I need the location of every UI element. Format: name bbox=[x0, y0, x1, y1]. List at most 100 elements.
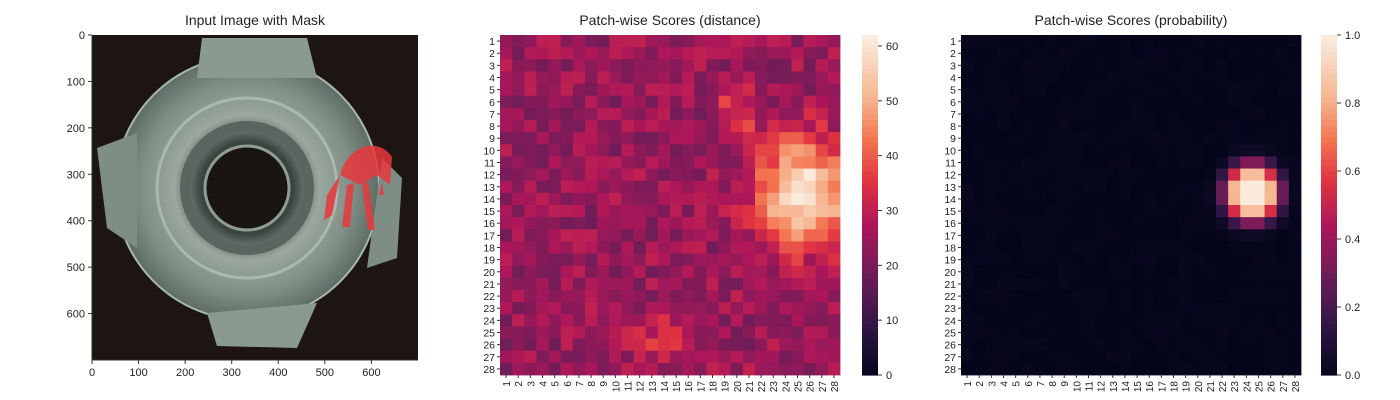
distance-heatmap-cell bbox=[718, 350, 732, 364]
distance-heatmap-cell bbox=[548, 265, 562, 279]
probability-heatmap-cell bbox=[1240, 265, 1253, 279]
distance-heatmap-cell bbox=[815, 83, 829, 97]
distance-heatmap-cell bbox=[791, 338, 804, 352]
probability-heatmap-cell bbox=[1033, 350, 1047, 364]
distance-heatmap-cell bbox=[585, 338, 598, 352]
probability-heatmap-cell bbox=[1082, 217, 1095, 230]
distance-heatmap-cell bbox=[827, 83, 841, 97]
distance-heatmap-cell bbox=[621, 120, 634, 133]
probability-heatmap-cell bbox=[1058, 168, 1071, 182]
distance-heatmap-cell bbox=[500, 338, 513, 352]
distance-heatmap-cell bbox=[500, 241, 513, 254]
probability-heatmap-cell bbox=[1046, 277, 1059, 291]
probability-heatmap-cell bbox=[1094, 95, 1108, 109]
probability-heatmap-cell bbox=[1264, 120, 1278, 133]
distance-heatmap-cell bbox=[524, 168, 537, 182]
probability-heatmap-cell bbox=[1033, 180, 1047, 194]
probability-heatmap-cell bbox=[1179, 217, 1193, 230]
probability-y-tick-label: 10 bbox=[944, 145, 956, 157]
probability-heatmap-cell bbox=[1118, 83, 1132, 97]
distance-heatmap-cell bbox=[657, 350, 671, 364]
probability-heatmap-cell bbox=[1046, 132, 1059, 145]
distance-heatmap-cell bbox=[585, 205, 598, 218]
probability-heatmap-cell bbox=[1106, 217, 1120, 230]
distance-heatmap-cell bbox=[500, 168, 513, 182]
distance-heatmap-cell bbox=[730, 120, 744, 133]
distance-heatmap-cell bbox=[500, 120, 513, 133]
probability-x-tick-label: 20 bbox=[1194, 381, 1205, 393]
probability-heatmap-cell bbox=[1009, 217, 1023, 230]
distance-heatmap-cell bbox=[718, 83, 732, 97]
probability-heatmap-cell bbox=[1203, 290, 1217, 303]
probability-heatmap-cell bbox=[1058, 314, 1071, 327]
probability-heatmap-cell bbox=[997, 326, 1010, 339]
distance-heatmap-cell bbox=[815, 132, 829, 145]
distance-heatmap-cell bbox=[682, 95, 695, 109]
distance-heatmap-cell bbox=[742, 338, 756, 352]
distance-colorbar-segment bbox=[862, 63, 878, 70]
distance-heatmap-cell bbox=[803, 95, 817, 109]
distance-heatmap-cell bbox=[657, 59, 671, 72]
distance-y-tick-label: 2 bbox=[489, 48, 495, 60]
distance-heatmap-cell bbox=[609, 71, 622, 84]
distance-heatmap-cell bbox=[755, 326, 768, 339]
distance-heatmap-cell bbox=[536, 120, 549, 133]
distance-colorbar-segment bbox=[862, 40, 878, 47]
distance-heatmap-cell bbox=[718, 314, 732, 327]
distance-heatmap-cell bbox=[524, 350, 537, 364]
distance-heatmap-cell bbox=[633, 144, 647, 157]
probability-x-tick-label: 3 bbox=[987, 381, 998, 387]
probability-heatmap-cell bbox=[985, 132, 998, 145]
probability-heatmap-cell bbox=[1143, 350, 1156, 364]
distance-heatmap-cell bbox=[791, 265, 804, 279]
probability-heatmap-cell bbox=[1288, 47, 1302, 60]
probability-heatmap-cell bbox=[1240, 107, 1253, 121]
distance-heatmap-cell bbox=[791, 180, 804, 194]
probability-heatmap-cell bbox=[1264, 229, 1278, 242]
probability-heatmap-cell bbox=[985, 156, 998, 169]
probability-heatmap-cell bbox=[1228, 265, 1241, 279]
probability-y-tick-label: 26 bbox=[944, 340, 956, 352]
distance-heatmap-cell bbox=[718, 290, 732, 303]
probability-y-tick-label: 4 bbox=[950, 73, 956, 85]
distance-colorbar-segment bbox=[862, 358, 878, 365]
distance-heatmap-cell bbox=[670, 277, 683, 291]
distance-heatmap-cell bbox=[560, 192, 574, 206]
probability-heatmap-cell bbox=[1058, 229, 1071, 242]
probability-colorbar-segment bbox=[1321, 182, 1337, 189]
probability-heatmap-cell bbox=[985, 302, 998, 315]
distance-heatmap-cells bbox=[500, 35, 841, 376]
distance-heatmap-cell bbox=[827, 205, 841, 218]
distance-heatmap-cell bbox=[524, 47, 537, 60]
distance-heatmap-cell bbox=[633, 314, 647, 327]
probability-colorbar-segment bbox=[1321, 40, 1337, 47]
distance-heatmap-cell bbox=[694, 180, 707, 194]
probability-heatmap-cell bbox=[1252, 192, 1265, 206]
probability-heatmap-cell bbox=[1276, 95, 1290, 109]
distance-heatmap-cell bbox=[803, 120, 817, 133]
probability-heatmap-cell bbox=[1216, 217, 1229, 230]
distance-heatmap-cell bbox=[694, 205, 707, 218]
distance-heatmap-cell bbox=[815, 241, 829, 254]
distance-heatmap-cell bbox=[827, 277, 841, 291]
distance-heatmap-cell bbox=[767, 132, 780, 145]
distance-heatmap-cell bbox=[791, 71, 804, 84]
probability-heatmap-cell bbox=[1058, 59, 1071, 72]
probability-heatmap-cell bbox=[973, 362, 986, 376]
distance-heatmap-cell bbox=[536, 35, 549, 48]
probability-heatmap-cell bbox=[1106, 229, 1120, 242]
probability-heatmap-cell bbox=[1118, 217, 1132, 230]
distance-heatmap-cell bbox=[815, 71, 829, 84]
distance-heatmap-cell bbox=[548, 326, 562, 339]
distance-colorbar-segment bbox=[862, 250, 878, 257]
distance-heatmap-cell bbox=[827, 265, 841, 279]
probability-colorbar-segment bbox=[1321, 46, 1337, 53]
probability-heatmap-cell bbox=[1118, 350, 1132, 364]
distance-heatmap-cell bbox=[621, 265, 634, 279]
probability-heatmap-cell bbox=[1155, 326, 1168, 339]
probability-heatmap-cell bbox=[1082, 144, 1095, 157]
probability-heatmap-cell bbox=[1228, 229, 1241, 242]
distance-heatmap-cell bbox=[597, 326, 610, 339]
probability-heatmap-cell bbox=[1203, 47, 1217, 60]
probability-x-tick-label: 6 bbox=[1024, 381, 1035, 387]
